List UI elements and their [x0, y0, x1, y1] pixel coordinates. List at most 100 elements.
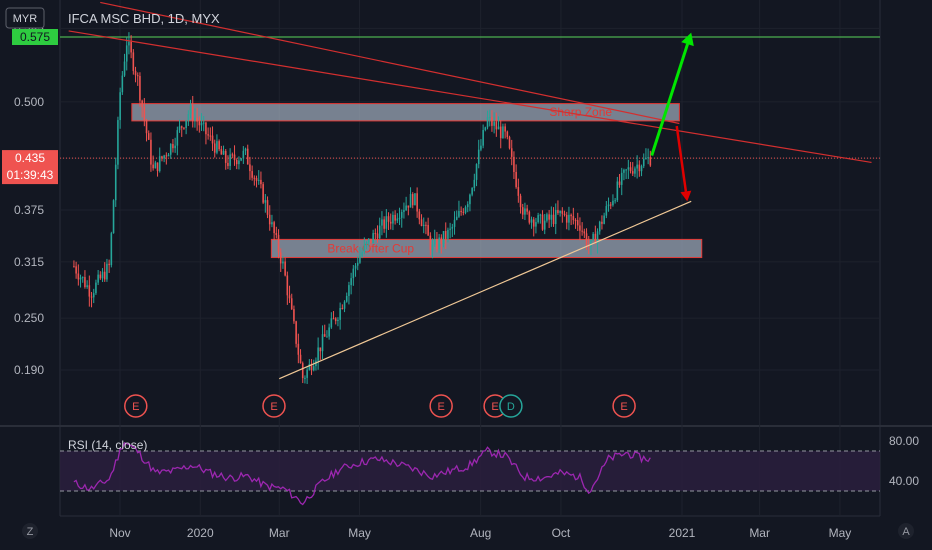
price-tick-label: 0.250 — [14, 311, 44, 325]
candle-body — [279, 252, 282, 264]
candle-body — [73, 266, 75, 268]
candle-body — [167, 154, 170, 157]
candle-body — [253, 177, 256, 179]
candle-body — [361, 252, 363, 256]
candle-body — [264, 200, 267, 203]
time-tick-label: Mar — [269, 526, 290, 540]
candle-body — [609, 204, 612, 206]
top-level-badge-box — [12, 29, 58, 45]
candle-body — [132, 52, 135, 71]
candle-body — [612, 200, 614, 206]
candle-body — [189, 105, 192, 115]
candle-body — [145, 120, 148, 134]
symbol-title[interactable]: IFCA MSC BHD, 1D, MYX — [68, 11, 220, 26]
rsi-axis-labels[interactable]: 80.00 40.00 — [889, 434, 919, 488]
candle-body — [631, 171, 634, 174]
top-level-price: 0.575 — [20, 30, 50, 44]
candle-body — [99, 274, 102, 279]
rsi-line — [73, 442, 651, 506]
candle-body — [262, 184, 264, 203]
candle-body — [508, 137, 511, 149]
candle-body — [576, 220, 579, 226]
candle-body — [482, 129, 484, 146]
candle-body — [141, 100, 143, 108]
candle-body — [343, 301, 346, 309]
candle-body — [163, 155, 165, 159]
candle-body — [319, 347, 322, 352]
price-tick-label: 0.375 — [14, 203, 44, 217]
support-trendline[interactable] — [279, 200, 692, 380]
last-price-badge[interactable]: 0.435 01:39:43 — [2, 150, 58, 185]
candle-body — [543, 220, 546, 230]
bear-projection-arrow[interactable] — [675, 125, 692, 202]
candle-body — [332, 318, 335, 320]
rsi-legend[interactable]: RSI (14, close) — [68, 438, 147, 452]
candle-body — [506, 131, 509, 138]
candle-body — [86, 285, 88, 288]
candle-body — [266, 200, 269, 215]
top-level-badge[interactable]: 0.575 — [12, 29, 58, 45]
candle-body — [154, 162, 157, 169]
candle-body — [535, 222, 537, 227]
candle-body — [282, 261, 284, 264]
candle-body — [458, 211, 460, 217]
candle-body — [271, 222, 273, 225]
candle-body — [308, 364, 311, 370]
event-marker-label: E — [437, 401, 444, 413]
candle-body — [348, 285, 350, 296]
resistance-trendline-2[interactable] — [68, 30, 872, 164]
candle-body — [90, 296, 93, 298]
candle-body — [209, 135, 212, 137]
candle-body — [517, 187, 520, 196]
candle-body — [411, 194, 414, 206]
event-marker-label: D — [507, 401, 515, 413]
support-zone-box[interactable] — [270, 238, 703, 259]
candle-body — [484, 127, 487, 130]
candle-body — [79, 277, 82, 280]
time-tick-label: Aug — [470, 526, 491, 540]
candle-body — [592, 233, 594, 240]
candle-body — [334, 318, 337, 322]
candle-body — [169, 144, 172, 155]
candle-body — [178, 126, 181, 131]
candle-body — [114, 164, 117, 201]
resistance-zone-box[interactable] — [131, 103, 680, 122]
time-axis-labels[interactable]: Nov 2020 Mar May Aug Oct 2021 Mar May — [109, 526, 851, 540]
candle-body — [77, 273, 80, 280]
candle-body — [433, 238, 436, 245]
candle-body — [414, 193, 416, 206]
currency-badge[interactable]: MYR — [5, 7, 45, 29]
candle-body — [486, 117, 489, 128]
candle-body — [370, 238, 372, 244]
candle-body — [268, 214, 271, 225]
resistance-trendline-1[interactable] — [100, 1, 680, 125]
candle-body — [429, 235, 432, 251]
candle-body — [561, 210, 564, 214]
candle-body — [117, 120, 119, 165]
candle-body — [317, 347, 319, 361]
candle-body — [372, 233, 374, 244]
candle-body — [504, 126, 506, 132]
candle-body — [451, 226, 454, 229]
candle-body — [301, 363, 304, 379]
candle-body — [152, 164, 154, 169]
candle-body — [341, 308, 344, 310]
candle-body — [312, 366, 315, 371]
candle-body — [92, 293, 95, 298]
candle-body — [134, 70, 137, 76]
candle-body — [383, 219, 385, 229]
candle-body — [594, 233, 597, 244]
auto-scale-button[interactable]: A — [898, 523, 914, 539]
earnings-event-marker — [612, 394, 636, 418]
candle-body — [464, 207, 467, 213]
timezone-button[interactable]: Z — [22, 523, 38, 539]
candle-body — [385, 216, 388, 229]
candle-body — [469, 194, 471, 205]
price-tick-label: 0.315 — [14, 255, 44, 269]
candle-body — [123, 61, 126, 76]
bull-projection-arrow[interactable] — [650, 32, 694, 156]
candle-body — [471, 187, 473, 195]
